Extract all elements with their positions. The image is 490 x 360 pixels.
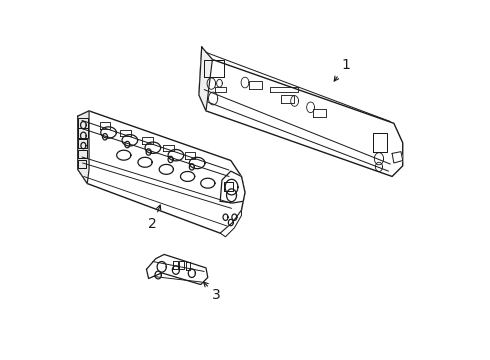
Polygon shape [220,210,242,237]
Text: 1: 1 [334,58,350,81]
Polygon shape [78,111,245,233]
Text: 3: 3 [203,282,221,302]
Polygon shape [78,111,89,184]
Polygon shape [147,255,208,284]
Polygon shape [220,171,245,203]
Polygon shape [199,47,212,111]
Polygon shape [392,152,403,163]
Polygon shape [199,47,403,176]
Text: 2: 2 [148,205,161,231]
